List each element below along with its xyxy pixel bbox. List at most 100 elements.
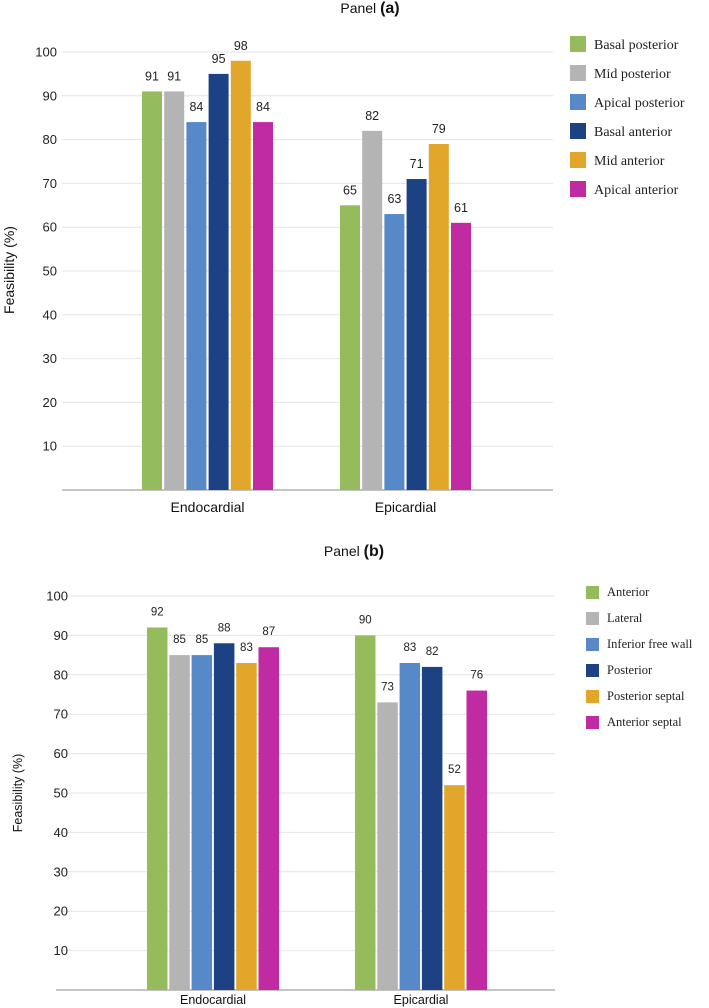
panel-a-data-label: 95 xyxy=(212,52,226,66)
panel-b-ytick-label-10: 10 xyxy=(54,943,68,958)
panel-b-ytick-label-70: 70 xyxy=(54,707,68,722)
panel-b-bar-endocardial-posterior xyxy=(213,643,235,990)
panel-a-legend-label: Apical anterior xyxy=(594,183,679,198)
panel-b-bar-epicardial-anterior xyxy=(355,635,376,990)
panel-a-y-axis-label: Feasibility (%) xyxy=(1,226,17,314)
panel-b-ytick-label-50: 50 xyxy=(54,786,68,801)
panel-b-data-label: 52 xyxy=(448,764,461,776)
panel-a-legend-label: Apical posterior xyxy=(594,96,685,111)
panel-b-data-label: 73 xyxy=(381,681,394,693)
panel-a-legend-swatch xyxy=(570,94,586,110)
panel-b-ytick-label-30: 30 xyxy=(54,864,68,879)
panel-b-legend-swatch xyxy=(586,638,599,651)
panel-a-bar-epicardial-mid-anterior xyxy=(428,143,449,491)
panel-a-legend-label: Mid posterior xyxy=(594,67,671,82)
panel-b-data-label: 87 xyxy=(262,626,275,638)
panel-b-legend-swatch xyxy=(586,612,599,625)
panel-b-data-label: 92 xyxy=(151,607,164,619)
panel-a-legend-swatch xyxy=(570,152,586,168)
panel-a-ytick-label-70: 70 xyxy=(43,176,57,191)
panel-b-bar-epicardial-lateral xyxy=(377,702,398,990)
panel-b-ytick-label-40: 40 xyxy=(54,825,68,840)
panel-b-data-label: 90 xyxy=(359,614,372,626)
panel-a-data-label: 84 xyxy=(256,100,270,114)
panel-a-category-label-epicardial: Epicardial xyxy=(375,499,436,515)
panel-b-ytick-label-100: 100 xyxy=(46,589,68,604)
panel-b-ytick-label-20: 20 xyxy=(54,904,68,919)
panel-b-legend-swatch xyxy=(586,586,599,599)
panel-a-data-label: 91 xyxy=(167,69,181,83)
panel-a-ytick-label-40: 40 xyxy=(43,307,57,322)
panel-a-bar-endocardial-basal-posterior xyxy=(142,91,162,491)
panel-b-data-label: 88 xyxy=(218,622,231,634)
panel-a-data-label: 63 xyxy=(387,192,401,206)
panel-b-ytick-label-90: 90 xyxy=(54,628,68,643)
panel-a-ytick-label-60: 60 xyxy=(43,220,57,235)
panel-a-title: Panel (a) xyxy=(340,0,399,17)
panel-b-legend-swatch xyxy=(586,690,599,703)
panel-a-ytick-label-90: 90 xyxy=(43,88,57,103)
panel-a-legend-label: Mid anterior xyxy=(594,154,665,169)
panel-a-ytick-label-10: 10 xyxy=(43,439,57,454)
panel-b-data-label: 83 xyxy=(403,642,416,654)
panel-b-bar-endocardial-inferior-free-wall xyxy=(191,655,213,990)
panel-b-y-axis-label: Feasibility (%) xyxy=(11,754,25,833)
panel-b-category-label-epicardial: Epicardial xyxy=(394,993,449,1007)
panel-b-legend-label: Anterior xyxy=(607,585,650,599)
panel-b-bar-epicardial-posterior xyxy=(421,666,443,990)
panel-b-legend-label: Lateral xyxy=(607,611,643,625)
panel-b-bar-endocardial-lateral xyxy=(169,655,190,990)
panel-a-bar-epicardial-basal-anterior xyxy=(406,179,427,490)
panel-b-data-label: 76 xyxy=(470,670,483,682)
panel-a-bar-endocardial-mid-anterior xyxy=(230,60,251,490)
panel-a-category-label-endocardial: Endocardial xyxy=(171,499,245,515)
panel-a-legend-swatch xyxy=(570,36,586,52)
panel-b-bar-endocardial-anterior-septal xyxy=(258,647,279,990)
panel-b-chart: Panel (b) 10 20 30 40 50 60 70 80 90 100 Feasibilit… xyxy=(11,543,693,1007)
panel-b-ytick-label-60: 60 xyxy=(54,746,68,761)
panel-b-data-label: 85 xyxy=(173,634,186,646)
panel-b-title-prefix: Panel xyxy=(324,543,364,559)
panel-b-legend-label: Posterior septal xyxy=(607,689,685,703)
panel-b-category-label-endocardial: Endocardial xyxy=(180,993,246,1007)
panel-a-bar-epicardial-basal-posterior xyxy=(340,205,360,491)
panel-a-data-label: 98 xyxy=(234,39,248,53)
panel-b-ytick-label-80: 80 xyxy=(54,667,68,682)
panel-a-data-label: 65 xyxy=(343,183,357,197)
panel-a-legend-label: Basal posterior xyxy=(594,38,679,53)
panel-b-bar-epicardial-inferior-free-wall xyxy=(399,662,421,990)
panel-b-data-label: 85 xyxy=(195,634,208,646)
panel-a-ytick-label-30: 30 xyxy=(43,351,57,366)
panel-b-legend-swatch xyxy=(586,716,599,729)
panel-a-ytick-label-50: 50 xyxy=(43,264,57,279)
panel-a-bar-epicardial-apical-anterior xyxy=(451,222,471,490)
panel-a-data-label: 82 xyxy=(365,109,379,123)
panel-b-legend-label: Posterior xyxy=(607,663,653,677)
panel-a-legend-swatch xyxy=(570,123,586,139)
panel-a-bar-endocardial-basal-anterior xyxy=(208,73,229,491)
panel-b-title-tag: (b) xyxy=(364,543,384,560)
panel-a-data-label: 79 xyxy=(432,122,446,136)
panel-b-title: Panel (b) xyxy=(324,543,384,560)
panel-a-ytick-label-20: 20 xyxy=(43,395,57,410)
panel-b-data-label: 82 xyxy=(426,646,439,658)
panel-a-title-prefix: Panel xyxy=(340,0,380,16)
panel-a-legend-swatch xyxy=(570,65,586,81)
panel-a-data-label: 84 xyxy=(189,100,203,114)
panel-b-data-label: 83 xyxy=(240,642,253,654)
panel-b-legend: Anterior Lateral Inferior free wall Posteri… xyxy=(586,585,693,729)
panel-a-legend-label: Basal anterior xyxy=(594,125,672,140)
panel-b-legend-label: Inferior free wall xyxy=(607,637,693,651)
panel-a-bar-epicardial-apical-posterior xyxy=(384,214,405,490)
panel-b-bar-epicardial-posterior-septal xyxy=(444,785,465,990)
panel-b-bar-endocardial-anterior xyxy=(147,627,168,990)
panel-a-legend-swatch xyxy=(570,181,586,197)
panel-a-ytick-label-80: 80 xyxy=(43,132,57,147)
panel-b-legend-label: Anterior septal xyxy=(607,715,682,729)
panel-a-data-label: 61 xyxy=(454,201,468,215)
panel-a-data-label: 71 xyxy=(410,157,424,171)
panel-a-data-label: 91 xyxy=(145,69,159,83)
panel-a-chart: Panel (a) 10 20 30 40 50 60 70 80 90 100 Feasibilit… xyxy=(1,0,685,515)
panel-a-legend: Basal posterior Mid posterior Apical poste… xyxy=(570,36,685,198)
